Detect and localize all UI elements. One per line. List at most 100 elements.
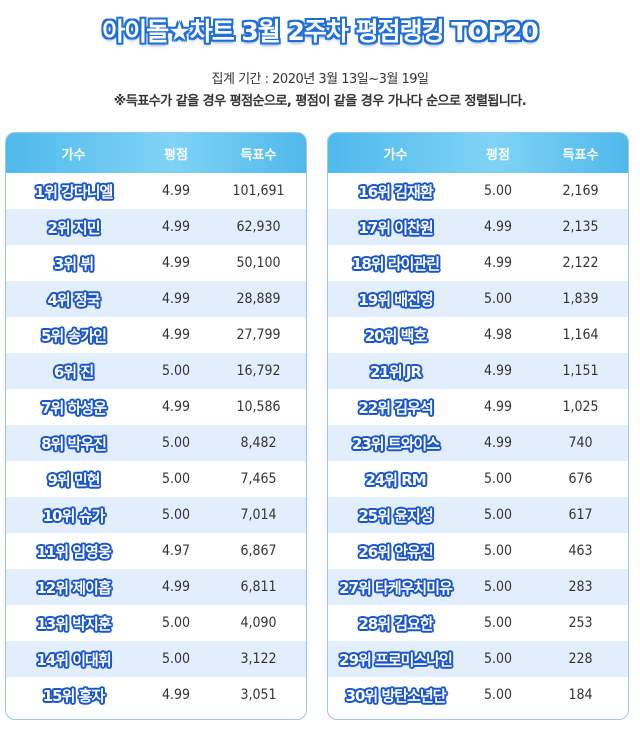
- singer-name: 20위 백호: [364, 326, 428, 345]
- singer-name: 1위 강다니엘: [34, 182, 114, 201]
- singer-name: 10위 슈가: [42, 506, 106, 525]
- table-row: 13위 박지훈 5.00 4,090: [6, 605, 306, 641]
- votes-value: 740: [568, 435, 593, 451]
- rating-value: 4.98: [483, 327, 513, 343]
- rating-value: 5.00: [161, 615, 191, 631]
- table-row: 7위 하성운 4.99 10,586: [6, 389, 306, 425]
- singer-name: 30위 방탄소년단: [345, 686, 447, 705]
- singer-name: 28위 김요한: [358, 614, 433, 633]
- table-row: 24위 RM 5.00 676: [328, 461, 628, 497]
- singer-name: 7위 하성운: [41, 398, 107, 417]
- votes-value: 2,135: [562, 219, 599, 235]
- rating-value: 5.00: [161, 435, 191, 451]
- table-row: 17위 이찬원 4.99 2,135: [328, 209, 628, 245]
- table-row: 5위 송가인 4.99 27,799: [6, 317, 306, 353]
- table-row: 1위 강다니엘 4.99 101,691: [6, 173, 306, 209]
- singer-name: 2위 지민: [47, 218, 100, 237]
- votes-value: 6,811: [240, 579, 277, 595]
- table-row: 8위 박우진 5.00 8,482: [6, 425, 306, 461]
- votes-value: 253: [568, 615, 593, 631]
- votes-value: 1,839: [562, 291, 599, 307]
- rating-value: 4.99: [161, 687, 191, 703]
- table-row: 16위 김재환 5.00 2,169: [328, 173, 628, 209]
- header-rating: 평점: [486, 147, 510, 163]
- header-votes: 득표수: [562, 147, 599, 163]
- rating-value: 5.00: [483, 183, 513, 199]
- table-row: 12위 제이홉 4.99 6,811: [6, 569, 306, 605]
- rating-value: 5.00: [483, 291, 513, 307]
- votes-value: 1,164: [562, 327, 599, 343]
- singer-name: 3위 뷔: [53, 254, 94, 273]
- table-row: 3위 뷔 4.99 50,100: [6, 245, 306, 281]
- table-body: 1위 강다니엘 4.99 101,691 2위 지민 4.99 62,930 3위 뷔 4.9…: [6, 173, 306, 713]
- rating-value: 4.99: [161, 399, 191, 415]
- table-row: 27위 타케우치미유 5.00 283: [328, 569, 628, 605]
- table-row: 9위 민현 5.00 7,465: [6, 461, 306, 497]
- table-row: 21위 JR 4.99 1,151: [328, 353, 628, 389]
- rating-value: 4.99: [483, 399, 513, 415]
- rating-value: 4.99: [161, 579, 191, 595]
- rating-value: 5.00: [161, 507, 191, 523]
- singer-name: 5위 송가인: [41, 326, 107, 345]
- votes-value: 101,691: [232, 183, 285, 199]
- table-row: 10위 슈가 5.00 7,014: [6, 497, 306, 533]
- table-row: 26위 안유진 5.00 463: [328, 533, 628, 569]
- table-header: 가수 평점 득표수: [6, 133, 306, 173]
- singer-name: 18위 라이관린: [351, 254, 440, 273]
- votes-value: 7,465: [240, 471, 277, 487]
- period-text: 집계 기간 : 2020년 3월 13일~3월 19일: [211, 72, 429, 87]
- table-row: 28위 김요한 5.00 253: [328, 605, 628, 641]
- table-row: 19위 배진영 5.00 1,839: [328, 281, 628, 317]
- singer-name: 9위 민현: [47, 470, 100, 489]
- singer-name: 15위 홍자: [42, 686, 106, 705]
- singer-name: 21위 JR: [369, 362, 422, 381]
- singer-name: 22위 김우석: [358, 398, 433, 417]
- votes-value: 6,867: [240, 543, 277, 559]
- table-row: 14위 이대휘 5.00 3,122: [6, 641, 306, 677]
- rating-value: 5.00: [161, 471, 191, 487]
- votes-value: 62,930: [236, 219, 281, 235]
- rating-value: 4.97: [161, 543, 191, 559]
- votes-value: 1,025: [562, 399, 599, 415]
- singer-name: 17위 이찬원: [358, 218, 433, 237]
- rating-value: 4.99: [483, 435, 513, 451]
- table-header: 가수 평점 득표수: [328, 133, 628, 173]
- header-rating: 평점: [164, 147, 188, 163]
- votes-value: 27,799: [236, 327, 281, 343]
- singer-name: 11위 임영웅: [36, 542, 111, 561]
- rating-value: 4.99: [161, 219, 191, 235]
- table-row: 20위 백호 4.98 1,164: [328, 317, 628, 353]
- singer-name: 27위 타케우치미유: [339, 578, 453, 597]
- ranking-table-right: 가수 평점 득표수 16위 김재환 5.00 2,169 17위 이찬원 4.99 2,1…: [327, 132, 629, 720]
- votes-value: 8,482: [240, 435, 277, 451]
- singer-name: 19위 배진영: [358, 290, 433, 309]
- singer-name: 14위 이대휘: [36, 650, 111, 669]
- singer-name: 12위 제이홉: [36, 578, 111, 597]
- table-row: 11위 임영웅 4.97 6,867: [6, 533, 306, 569]
- rating-value: 5.00: [483, 579, 513, 595]
- table-row: 25위 윤지성 5.00 617: [328, 497, 628, 533]
- singer-name: 26위 안유진: [358, 542, 433, 561]
- votes-value: 283: [568, 579, 593, 595]
- rating-value: 4.99: [161, 327, 191, 343]
- rating-value: 5.00: [483, 615, 513, 631]
- table-row: 15위 홍자 4.99 3,051: [6, 677, 306, 713]
- rating-value: 4.99: [161, 291, 191, 307]
- singer-name: 8위 박우진: [41, 434, 107, 453]
- rating-value: 5.00: [161, 363, 191, 379]
- header-singer: 가수: [383, 147, 408, 163]
- rating-value: 5.00: [161, 651, 191, 667]
- singer-name: 6위 진: [53, 362, 94, 381]
- rating-value: 4.99: [161, 255, 191, 271]
- singer-name: 24위 RM: [365, 470, 426, 489]
- table-row: 6위 진 5.00 16,792: [6, 353, 306, 389]
- table-row: 30위 방탄소년단 5.00 184: [328, 677, 628, 713]
- table-row: 2위 지민 4.99 62,930: [6, 209, 306, 245]
- table-row: 4위 정국 4.99 28,889: [6, 281, 306, 317]
- header-singer: 가수: [61, 147, 86, 163]
- table-row: 18위 라이관린 4.99 2,122: [328, 245, 628, 281]
- votes-value: 16,792: [236, 363, 281, 379]
- sort-note: ※득표수가 같을 경우 평점순으로, 평점이 같을 경우 가나다 순으로 정렬됩…: [113, 94, 527, 109]
- singer-name: 16위 김재환: [358, 182, 433, 201]
- votes-value: 463: [568, 543, 593, 559]
